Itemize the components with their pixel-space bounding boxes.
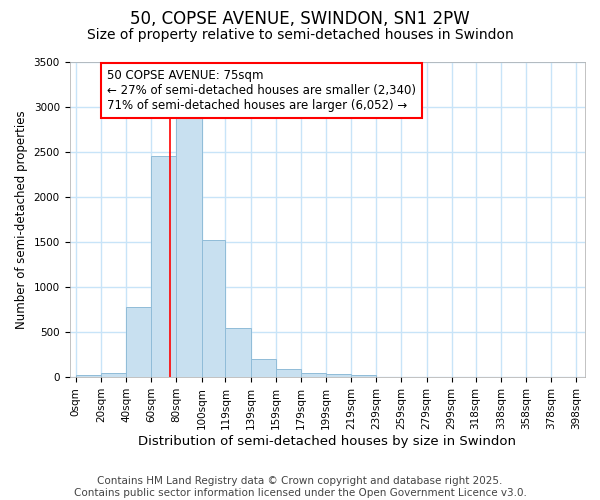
X-axis label: Distribution of semi-detached houses by size in Swindon: Distribution of semi-detached houses by … (138, 434, 516, 448)
Bar (251, 359, 276, 377)
Bar (76, 376, 101, 377)
Bar (301, 372, 326, 377)
Bar (126, 307, 151, 377)
Bar (176, 118, 202, 377)
Bar (202, 240, 226, 377)
Bar (101, 372, 126, 377)
Text: Size of property relative to semi-detached houses in Swindon: Size of property relative to semi-detach… (86, 28, 514, 42)
Bar (351, 376, 376, 377)
Text: Contains HM Land Registry data © Crown copyright and database right 2025.
Contai: Contains HM Land Registry data © Crown c… (74, 476, 526, 498)
Bar (226, 328, 251, 377)
Text: 50, COPSE AVENUE, SWINDON, SN1 2PW: 50, COPSE AVENUE, SWINDON, SN1 2PW (130, 10, 470, 28)
Bar (151, 156, 176, 377)
Y-axis label: Number of semi-detached properties: Number of semi-detached properties (15, 110, 28, 328)
Text: 50 COPSE AVENUE: 75sqm
← 27% of semi-detached houses are smaller (2,340)
71% of : 50 COPSE AVENUE: 75sqm ← 27% of semi-det… (107, 68, 416, 112)
Bar (326, 374, 351, 377)
Bar (276, 369, 301, 377)
